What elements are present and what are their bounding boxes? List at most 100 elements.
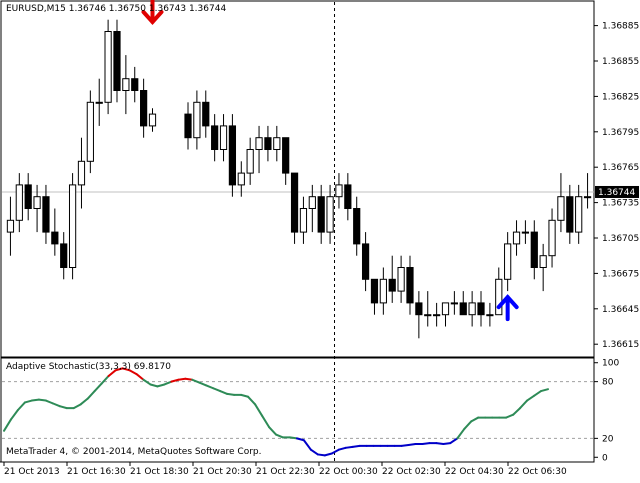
time-axis: 21 Oct 2013 21 Oct 16:30 21 Oct 18:30 21 Oc… — [0, 461, 594, 477]
candle-bear — [566, 196, 574, 233]
candle-bull — [450, 302, 458, 305]
candle-bull — [104, 31, 112, 103]
indicator-segment — [288, 436, 298, 440]
candle-bear — [51, 231, 59, 245]
candle-bull — [512, 231, 521, 245]
candle-bear — [361, 243, 370, 280]
indicator-segment — [51, 402, 61, 408]
indicator-segment — [435, 442, 445, 446]
candle-bear — [459, 302, 467, 316]
candle-bull — [255, 137, 263, 150]
indicator-segment — [135, 373, 145, 381]
candle-bear — [282, 137, 290, 174]
indicator-segment — [330, 448, 340, 455]
candle-bear — [415, 302, 423, 316]
price-tick-label: 1.36735 — [602, 199, 639, 209]
chart-header: EURUSD,M15 1.36746 1.36750 1.36743 1.367… — [6, 4, 226, 14]
indicator-segment — [316, 453, 326, 457]
candle-bear — [184, 113, 192, 139]
indicator-segment — [86, 390, 96, 400]
time-tick-label: 22 Oct 02:30 — [382, 467, 441, 477]
indicator-segment — [93, 382, 103, 393]
indicator-segment — [100, 374, 110, 385]
candle-bull — [237, 172, 245, 186]
price-tick-label: 1.36645 — [602, 305, 639, 315]
indicator-segment — [142, 378, 152, 386]
candle-bull — [308, 196, 316, 209]
indicator-segment — [44, 399, 54, 405]
indicator-segment — [456, 427, 466, 440]
candle-bull — [397, 267, 405, 292]
candle-bear — [290, 172, 299, 233]
indicator-segment — [72, 403, 82, 410]
price-pane-frame — [0, 0, 595, 358]
candle-bull — [539, 255, 547, 268]
candle-bear — [477, 302, 485, 316]
candle-bear — [42, 196, 50, 233]
indicator-segment — [79, 397, 89, 406]
price-tick-label: 1.36795 — [602, 128, 639, 138]
indicator-segment — [184, 377, 194, 381]
time-tick-label: 21 Oct 20:30 — [193, 467, 252, 477]
price-tick-label: 1.36825 — [602, 92, 639, 102]
candle-bull — [6, 219, 15, 233]
price-tick-label: 1.36615 — [602, 340, 639, 350]
price-tick-label: 1.36705 — [602, 234, 639, 244]
indicator-tick-label: 0 — [602, 453, 608, 463]
indicator-segment — [540, 388, 549, 393]
indicator-segment — [533, 390, 543, 397]
indicator-segment — [463, 420, 473, 430]
candle-bear — [113, 31, 121, 91]
candle-bull — [433, 314, 441, 317]
indicator-segment — [407, 443, 417, 446]
candle-bull — [335, 184, 343, 198]
candle-bull — [521, 231, 530, 234]
candle-bull — [15, 184, 23, 221]
indicator-segment — [212, 387, 222, 393]
price-tick-label: 1.36765 — [602, 163, 639, 173]
candle-bull — [495, 278, 503, 316]
candle-bull — [219, 125, 228, 151]
indicator-segment — [442, 442, 452, 446]
indicator-segment — [337, 446, 347, 451]
time-tick-label: 21 Oct 18:30 — [130, 467, 189, 477]
indicator-segment — [9, 409, 19, 421]
candle-bull — [379, 278, 387, 304]
indicator-segment — [23, 399, 33, 404]
time-tick-label: 22 Oct 06:30 — [508, 467, 567, 477]
indicator-segment — [30, 398, 40, 402]
indicator-segment — [470, 416, 480, 423]
indicator-segment — [16, 401, 26, 411]
candle-bear — [406, 267, 414, 304]
indicator-segment — [302, 439, 312, 451]
indicator-segment — [261, 414, 271, 429]
indicator-segment — [163, 380, 173, 386]
indicator-segment — [121, 367, 131, 372]
indicator-segment — [268, 426, 277, 436]
candle-bear — [228, 125, 237, 186]
indicator-segment — [526, 394, 536, 402]
candle-bull — [246, 149, 254, 174]
indicator-segment — [351, 444, 361, 448]
price-tick-label: 1.36675 — [602, 269, 639, 279]
sell-arrow-icon — [141, 0, 164, 25]
candle-bull — [557, 196, 565, 221]
candle-bull — [86, 101, 94, 162]
candles-layer — [6, 19, 592, 339]
candle-bull — [193, 101, 201, 139]
indicator-segment — [198, 381, 208, 387]
indicator-segment — [519, 399, 529, 410]
indicator-segment — [421, 442, 431, 446]
indicator-segment — [219, 390, 229, 395]
candle-bear — [388, 278, 396, 292]
indicator-segment — [226, 392, 236, 396]
price-axis: 1.36885 1.36855 1.36825 1.36795 1.36765 1.367… — [594, 22, 639, 350]
indicator-segment — [37, 398, 47, 402]
indicator-tick-label: 20 — [602, 434, 614, 444]
indicator-segment — [107, 369, 117, 377]
indicator-segment — [58, 405, 68, 410]
indicator-segment — [191, 378, 201, 384]
